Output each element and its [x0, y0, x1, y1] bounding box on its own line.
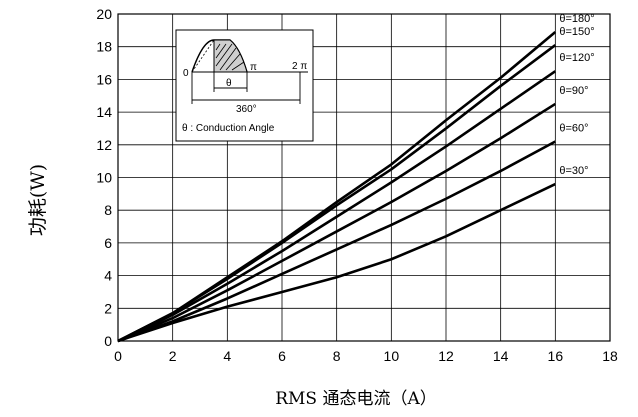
y-tick-label: 12 — [96, 137, 112, 153]
inset-hatch-marks — [215, 43, 245, 71]
x-tick-label: 4 — [223, 348, 231, 364]
x-axis-label: RMS 通态电流（A） — [275, 389, 437, 409]
y-tick-label: 4 — [104, 268, 112, 284]
x-tick-label: 10 — [384, 348, 400, 364]
series-label: θ=30° — [559, 165, 588, 177]
inset-label-2pi: 2 π — [292, 61, 307, 72]
y-tick-label: 2 — [104, 300, 112, 316]
inset-360-bracket — [191, 72, 301, 104]
inset-box — [175, 29, 314, 142]
series-line — [117, 102, 557, 343]
x-tick-label: 2 — [169, 348, 177, 364]
inset-label-theta: θ — [226, 78, 232, 89]
inset-dashed-guide — [191, 39, 215, 73]
series-label: θ=60° — [559, 123, 588, 135]
series-label: θ=90° — [559, 85, 588, 97]
y-tick-label: 0 — [104, 333, 112, 349]
series-lines — [117, 30, 557, 343]
inset-legend-text: θ : Conduction Angle — [182, 123, 275, 134]
series-label: θ=120° — [559, 52, 594, 64]
y-tick-label: 18 — [96, 39, 112, 55]
y-tick-label: 8 — [104, 202, 112, 218]
y-axis-label: 功耗(W) — [27, 164, 49, 236]
x-tick-label: 6 — [278, 348, 286, 364]
x-tick-label: 8 — [333, 348, 341, 364]
series-labels: θ=180°θ=150° θ=120° θ=90° θ=60° θ=30° — [559, 13, 594, 177]
series-line — [117, 182, 556, 343]
inset-label-pi: π — [250, 62, 257, 73]
y-tick-label: 10 — [96, 170, 112, 186]
inset-label-360: 360° — [236, 104, 257, 115]
series-label: θ=150° — [559, 26, 594, 38]
x-tick-label: 16 — [548, 348, 564, 364]
series-line — [117, 140, 556, 343]
x-tick-label: 18 — [602, 348, 618, 364]
y-tick-label: 14 — [96, 104, 112, 120]
y-tick-label: 16 — [96, 71, 112, 87]
inset-theta-bracket — [213, 72, 248, 92]
x-tick-label: 12 — [438, 348, 454, 364]
x-tick-label: 14 — [493, 348, 509, 364]
conduction-angle-inset: 0 π 2 π θ 360° θ : Conduction Angle — [175, 29, 314, 142]
y-axis-ticks: 0 2 4 6 8 10 12 14 16 18 20 — [96, 6, 112, 349]
inset-label-zero: 0 — [183, 68, 189, 79]
y-tick-label: 20 — [96, 6, 112, 22]
y-tick-label: 6 — [104, 235, 112, 251]
x-axis-ticks: 0 2 4 6 8 10 12 14 16 18 — [114, 348, 618, 364]
series-line — [117, 44, 557, 343]
grid-lines — [118, 14, 610, 341]
series-label: θ=180° — [559, 13, 594, 25]
x-tick-label: 0 — [114, 348, 122, 364]
series-line — [117, 70, 557, 343]
